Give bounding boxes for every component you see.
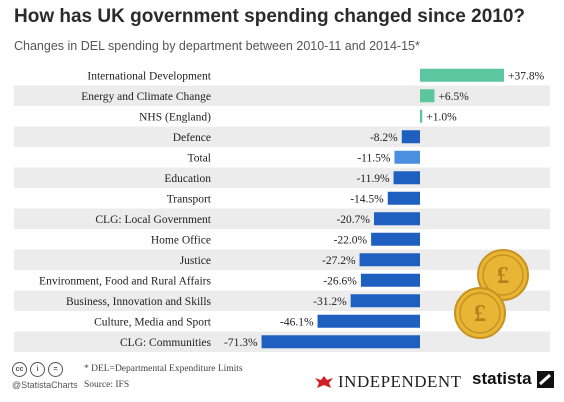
eagle-icon [315, 376, 333, 388]
bar [387, 191, 420, 205]
row-stripe [14, 208, 550, 229]
category-label: Home Office [151, 234, 211, 246]
bar [374, 212, 420, 226]
row-stripe [14, 126, 550, 147]
bar [420, 68, 504, 82]
value-label: -20.7% [336, 214, 370, 226]
category-label: Energy and Climate Change [81, 91, 211, 103]
bar [360, 273, 420, 287]
statista-wordmark: statista [472, 369, 532, 388]
category-label: Environment, Food and Rural Affairs [39, 275, 211, 287]
category-label: CLG: Local Government [95, 214, 211, 226]
bar [393, 171, 420, 185]
value-label: -11.5% [357, 152, 391, 164]
no-derivatives-icon: = [48, 362, 63, 377]
bar [359, 253, 420, 267]
independent-wordmark: INDEPENDENT [338, 372, 462, 391]
category-label: Business, Innovation and Skills [66, 296, 212, 308]
bar [394, 150, 420, 164]
value-label: +1.0% [426, 111, 457, 123]
category-label: Transport [167, 193, 212, 205]
bar [420, 89, 435, 103]
value-label: -14.5% [350, 193, 384, 205]
bar [317, 314, 420, 328]
value-label: -22.0% [334, 234, 368, 246]
license-icons: cc i = [12, 362, 63, 377]
value-label: -31.2% [313, 296, 347, 308]
value-label: +6.5% [438, 91, 469, 103]
coin-icon [477, 249, 529, 301]
coin-icon [454, 287, 506, 339]
value-label: -46.1% [280, 316, 314, 328]
value-label: -71.3% [224, 337, 258, 349]
value-label: +37.8% [508, 70, 545, 82]
row-stripe [14, 167, 550, 188]
category-label: International Development [87, 70, 211, 82]
footnote: * DEL=Departmental Expenditure Limits [84, 364, 243, 374]
chart-subtitle: Changes in DEL spending by department be… [14, 39, 420, 53]
coin-rim [482, 254, 524, 296]
bar [420, 109, 423, 123]
independent-logo: INDEPENDENT [314, 372, 462, 392]
value-label: -27.2% [322, 255, 356, 267]
category-label: CLG: Communities [120, 337, 212, 349]
value-label: -11.9% [356, 173, 390, 185]
coin-rim [459, 292, 501, 334]
category-label: NHS (England) [139, 111, 211, 123]
cc-icon: cc [12, 362, 27, 377]
bar [401, 130, 420, 144]
category-label: Justice [180, 255, 211, 267]
value-label: -26.6% [323, 275, 357, 287]
row-stripe [14, 85, 550, 106]
attribution-icon: i [30, 362, 45, 377]
pound-symbol: £ [497, 263, 509, 289]
category-label: Education [164, 173, 211, 185]
bar [350, 294, 420, 308]
chart-title: How has UK government spending changed s… [14, 6, 526, 27]
category-label: Defence [173, 132, 211, 144]
row-stripe [14, 249, 550, 270]
category-label: Total [188, 152, 211, 164]
pound-symbol: £ [474, 301, 486, 327]
value-label: -8.2% [370, 132, 398, 144]
source-note: Source: IFS [84, 380, 130, 390]
bar-chart: International Development +37.8% Energy an… [14, 68, 550, 352]
bar [371, 232, 420, 246]
statista-handle: @StatistaCharts [12, 380, 78, 390]
statista-logo-icon [536, 370, 554, 388]
category-label: Culture, Media and Sport [94, 316, 212, 328]
bar [261, 335, 420, 349]
statista-logo: statista [472, 369, 554, 389]
